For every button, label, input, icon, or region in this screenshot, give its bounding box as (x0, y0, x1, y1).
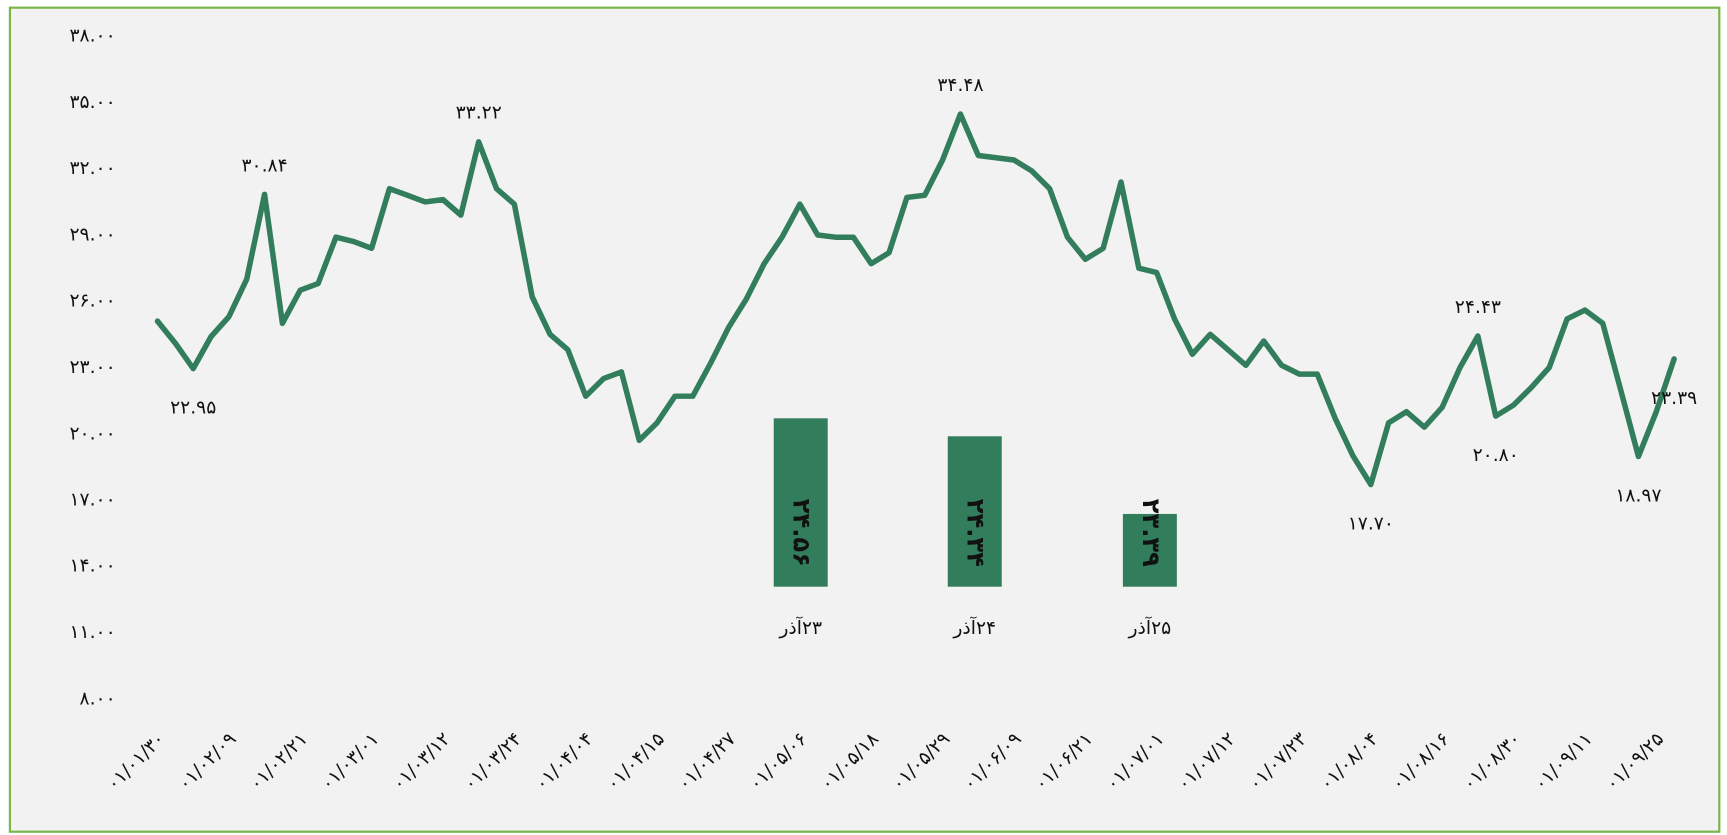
bar-value-label: ۲۴.۵۶ (788, 499, 816, 567)
data-label: ۲۳.۳۹ (1651, 388, 1697, 409)
data-label: ۱۸.۹۷ (1615, 486, 1661, 507)
y-tick-label: ۲۶.۰۰ (69, 291, 115, 312)
bar (773, 418, 828, 587)
data-label: ۲۲.۹۵ (170, 398, 216, 419)
bar-value-label: ۲۴.۳۴ (962, 499, 990, 567)
data-label: ۲۰.۸۰ (1473, 445, 1519, 466)
bar-category-label: ۲۴آذر (952, 616, 996, 639)
y-tick-label: ۳۸.۰۰ (69, 26, 115, 47)
y-tick-label: ۲۹.۰۰ (69, 225, 115, 246)
bar-category-label: ۲۵آذر (1128, 616, 1172, 639)
data-label: ۱۷.۷۰ (1348, 514, 1394, 535)
data-label: ۳۳.۲۲ (456, 103, 502, 124)
price-line (154, 111, 1677, 488)
data-label: ۳۰.۸۴ (241, 155, 287, 176)
y-tick-label: ۳۲.۰۰ (69, 158, 115, 179)
bar-value-label: ۲۳.۳۹ (1137, 499, 1165, 567)
bar (947, 436, 1002, 587)
bar-category-label: ۲۳آذر (778, 616, 822, 639)
chart-frame (8, 6, 1721, 833)
y-tick-label: ۱۴.۰۰ (69, 556, 115, 577)
y-tick-label: ۱۷.۰۰ (69, 490, 115, 511)
bar (1122, 513, 1177, 587)
y-tick-label: ۲۳.۰۰ (69, 357, 115, 378)
data-label: ۳۴.۴۸ (937, 75, 983, 96)
y-tick-label: ۳۵.۰۰ (69, 92, 115, 113)
y-tick-label: ۸.۰۰ (80, 688, 116, 709)
data-label: ۲۴.۴۳ (1455, 297, 1501, 318)
y-tick-label: ۲۰.۰۰ (69, 423, 115, 444)
y-tick-label: ۱۱.۰۰ (69, 622, 115, 643)
